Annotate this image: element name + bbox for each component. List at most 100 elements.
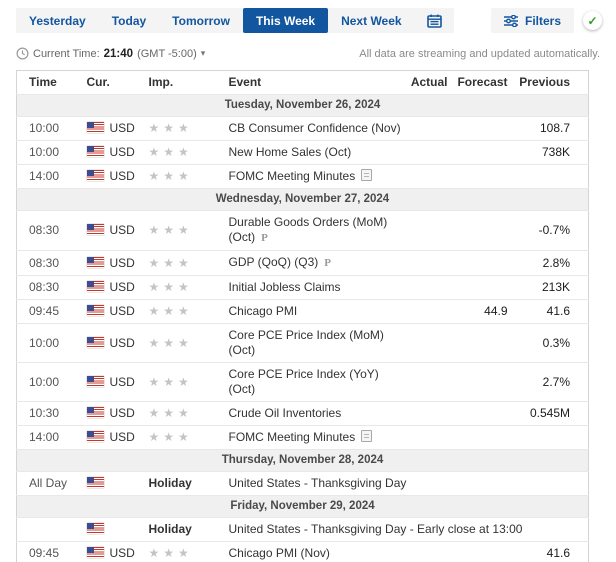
tab-today[interactable]: Today [111, 13, 147, 28]
importance-stars-icon: ★★★ [148, 406, 193, 420]
event-cell: Initial Jobless Claims [213, 276, 403, 300]
importance-label: Holiday [148, 522, 192, 536]
event-importance: ★★★ [141, 141, 213, 165]
us-flag-icon [86, 170, 104, 181]
event-cell: Chicago PMI [213, 300, 403, 324]
us-flag-icon [86, 122, 104, 133]
event-cell: Durable Goods Orders (MoM) (Oct) P [213, 211, 403, 251]
importance-label: Holiday [148, 476, 192, 490]
importance-stars-icon: ★★★ [148, 145, 193, 159]
us-flag-icon [86, 523, 104, 534]
event-name[interactable]: United States - Thanksgiving Day - Early… [228, 522, 523, 536]
event-name[interactable]: Durable Goods Orders (MoM) (Oct) [228, 215, 388, 244]
event-currency: USD [79, 141, 141, 165]
day-header-label: Tuesday, November 26, 2024 [16, 94, 589, 117]
event-actual [403, 426, 448, 450]
event-actual [403, 141, 448, 165]
us-flag-icon [86, 336, 104, 348]
event-previous: 41.6 [546, 304, 570, 318]
col-header-event: Event [212, 70, 403, 95]
timezone-selector[interactable]: (GMT -5:00) ▾ [137, 48, 205, 60]
event-name[interactable]: Chicago PMI [228, 304, 298, 318]
event-previous [508, 472, 589, 496]
event-cell: GDP (QoQ) (Q3) P [213, 251, 403, 276]
event-actual [403, 211, 448, 251]
tab-yesterday[interactable]: Yesterday [29, 13, 86, 28]
event-actual [403, 251, 448, 276]
event-row: 10:00 USD ★★★ Core PCE Price Index (MoM)… [16, 323, 589, 363]
col-header-forecast: Forecast [447, 70, 508, 95]
event-time: 10:00 [29, 121, 60, 135]
event-name[interactable]: Crude Oil Inventories [228, 406, 342, 420]
event-time: 10:00 [29, 145, 60, 159]
chevron-down-icon: ▾ [200, 48, 206, 58]
event-forecast [448, 426, 508, 450]
toolbar: Yesterday Today Tomorrow This Week Next … [16, 8, 602, 33]
event-actual [403, 165, 448, 189]
event-actual [403, 324, 448, 363]
importance-stars-icon: ★★★ [148, 255, 193, 270]
event-time: 10:30 [29, 406, 60, 420]
event-name[interactable]: FOMC Meeting Minutes [228, 169, 356, 183]
importance-stars-icon: ★★★ [148, 546, 193, 560]
event-time: 08:30 [29, 255, 60, 270]
event-previous: 2.8% [542, 255, 570, 270]
tab-tomorrow[interactable]: Tomorrow [172, 13, 230, 28]
event-previous [508, 165, 589, 189]
tab-next-week[interactable]: Next Week [341, 13, 402, 28]
day-header-row: Tuesday, November 26, 2024 [16, 94, 589, 117]
event-name[interactable]: New Home Sales (Oct) [228, 145, 352, 159]
event-time: 10:00 [29, 335, 60, 350]
event-name[interactable]: Core PCE Price Index (MoM) (Oct) [228, 328, 384, 357]
event-previous: 2.7% [542, 374, 570, 389]
event-importance: ★★★ [141, 117, 213, 141]
clock-icon [16, 47, 29, 60]
event-cell: United States - Thanksgiving Day - Early… [213, 518, 523, 542]
currency-code: USD [109, 255, 135, 270]
preliminary-icon: P [261, 232, 268, 244]
event-time: 09:45 [29, 304, 60, 318]
event-cell: FOMC Meeting Minutes [213, 165, 403, 189]
event-currency: USD [79, 426, 141, 450]
event-time [17, 518, 79, 542]
event-name[interactable]: Chicago PMI (Nov) [228, 546, 330, 560]
filters-button[interactable]: Filters [490, 8, 574, 33]
event-name[interactable]: GDP (QoQ) (Q3) [228, 255, 319, 269]
event-importance: ★★★ [141, 363, 213, 402]
event-cell: Core PCE Price Index (MoM) (Oct) [213, 324, 403, 363]
event-row: 08:30 USD ★★★ GDP (QoQ) (Q3) P 2.8% [16, 250, 589, 276]
event-currency: USD [79, 276, 141, 300]
col-header-actual: Actual [402, 70, 448, 95]
calendar-icon[interactable] [415, 8, 454, 33]
event-name[interactable]: CB Consumer Confidence (Nov) [228, 121, 401, 135]
event-row: 10:30 USD ★★★ Crude Oil Inventories 0.54… [16, 401, 589, 426]
event-currency: USD [79, 402, 141, 426]
event-time: All Day [29, 476, 68, 490]
event-importance: ★★★ [141, 251, 213, 276]
event-row: 08:30 USD ★★★ Durable Goods Orders (MoM)… [16, 210, 589, 251]
event-name[interactable]: FOMC Meeting Minutes [228, 430, 356, 444]
event-name[interactable]: Initial Jobless Claims [228, 280, 341, 294]
event-forecast [448, 165, 508, 189]
us-flag-icon [86, 431, 104, 442]
report-icon[interactable] [361, 430, 373, 442]
day-header-row: Thursday, November 28, 2024 [16, 449, 589, 472]
importance-stars-icon: ★★★ [148, 374, 193, 389]
importance-stars-icon: ★★★ [148, 121, 193, 135]
event-name[interactable]: Core PCE Price Index (YoY) (Oct) [228, 367, 379, 396]
tab-this-week[interactable]: This Week [242, 8, 329, 33]
event-currency: USD [79, 324, 141, 363]
event-forecast [448, 542, 508, 562]
event-time: 14:00 [29, 430, 60, 444]
currency-code: USD [109, 430, 135, 444]
us-flag-icon [86, 477, 104, 488]
status-bar: Current Time: 21:40 (GMT -5:00) ▾ All dat… [16, 47, 600, 60]
event-row: 09:45 USD ★★★ Chicago PMI 44.9 41.6 [16, 299, 589, 324]
col-header-importance: Imp. [140, 70, 213, 95]
event-forecast [448, 251, 508, 276]
event-currency [79, 472, 141, 496]
current-time-value: 21:40 [103, 47, 134, 60]
report-icon[interactable] [361, 169, 373, 181]
event-name[interactable]: United States - Thanksgiving Day [228, 476, 407, 490]
event-time: 14:00 [29, 169, 60, 183]
